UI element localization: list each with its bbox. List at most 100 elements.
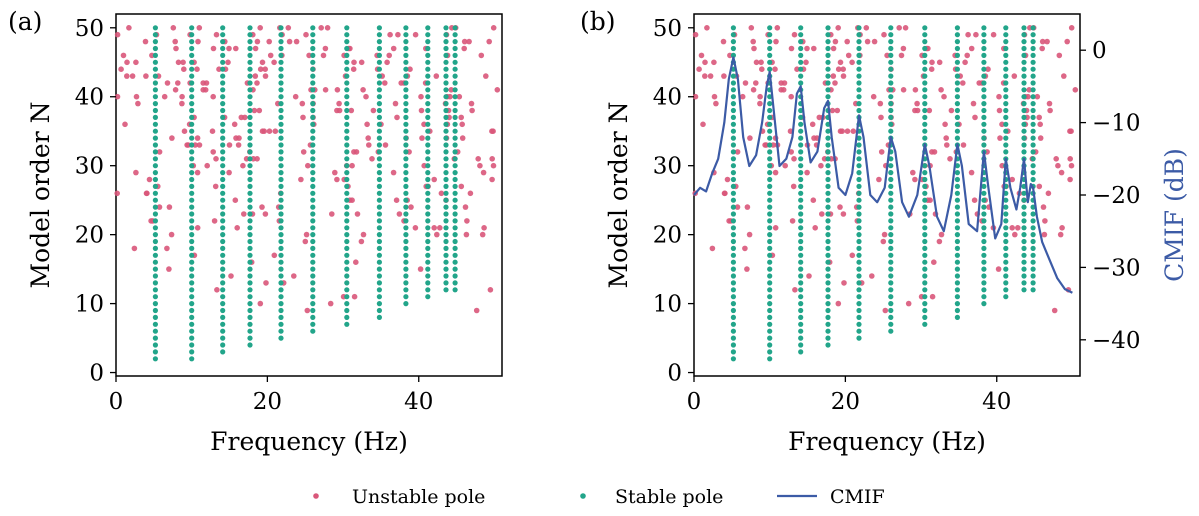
- unstable-pole-point: [114, 190, 120, 197]
- stable-pole-point: [278, 176, 284, 183]
- stable-pole-point: [888, 204, 894, 210]
- unstable-pole-point: [431, 225, 438, 231]
- stable-pole-point: [189, 128, 195, 134]
- stable-pole-point: [1021, 197, 1027, 203]
- stable-pole-point: [403, 156, 409, 162]
- stable-pole-point: [376, 218, 382, 224]
- unstable-pole-point: [384, 59, 390, 66]
- unstable-pole-point: [433, 73, 440, 79]
- stable-pole-point: [954, 190, 961, 196]
- stable-pole-point: [825, 80, 831, 86]
- stable-pole-point: [452, 245, 458, 251]
- stable-pole-point: [220, 163, 226, 169]
- stable-pole-point: [247, 121, 253, 127]
- unstable-pole-point: [713, 100, 719, 107]
- stable-pole-point: [1030, 245, 1036, 251]
- unstable-pole-point: [225, 59, 231, 66]
- stable-pole-point: [344, 87, 350, 93]
- stable-pole-point: [730, 176, 737, 183]
- stable-pole-point: [189, 280, 195, 286]
- unstable-pole-point: [692, 31, 699, 38]
- stable-pole-point: [278, 114, 284, 120]
- stable-pole-point: [452, 52, 458, 59]
- stable-pole-point: [247, 232, 253, 238]
- unstable-pole-point: [837, 59, 844, 66]
- unstable-pole-point: [781, 80, 788, 86]
- stable-pole-point: [452, 128, 458, 134]
- unstable-pole-point: [830, 73, 837, 79]
- stable-pole-point: [798, 183, 804, 189]
- stable-pole-point: [888, 238, 894, 245]
- unstable-pole-point: [466, 38, 472, 45]
- unstable-pole-point: [156, 149, 163, 155]
- stable-pole-point: [443, 25, 449, 31]
- unstable-pole-point: [257, 300, 264, 307]
- stable-pole-point: [798, 211, 804, 217]
- stable-pole-point: [247, 156, 253, 162]
- stable-pole-point: [220, 252, 226, 258]
- stable-pole-point: [310, 32, 316, 38]
- unstable-pole-point: [997, 135, 1003, 141]
- stable-pole-point: [220, 232, 226, 238]
- stable-pole-point: [452, 87, 458, 93]
- unstable-pole-point: [235, 142, 242, 148]
- stable-pole-point: [922, 32, 928, 38]
- unstable-pole-point: [329, 211, 335, 217]
- stable-pole-point: [730, 204, 737, 210]
- stable-pole-point: [922, 73, 928, 79]
- stable-pole-point: [152, 218, 158, 224]
- y2-tick-label: −30: [1092, 255, 1141, 281]
- stable-pole-point: [856, 176, 862, 183]
- panel-a-unstable-poles: [114, 25, 501, 314]
- stable-pole-point: [247, 225, 253, 231]
- unstable-pole-point: [1072, 87, 1079, 93]
- stable-pole-point: [1030, 287, 1036, 293]
- panel-b-label: (b): [580, 7, 616, 36]
- stable-pole-point: [798, 142, 804, 148]
- stable-pole-point: [981, 252, 987, 258]
- stable-pole-point: [981, 259, 987, 265]
- unstable-pole-point: [844, 38, 850, 45]
- stable-pole-point: [247, 314, 253, 320]
- stable-pole-point: [1003, 149, 1009, 155]
- unstable-pole-point: [1036, 114, 1042, 121]
- unstable-pole-point: [164, 245, 170, 252]
- stable-pole-point: [247, 280, 253, 286]
- stable-pole-point: [798, 307, 804, 314]
- stable-pole-point: [152, 225, 158, 231]
- stable-pole-point: [247, 294, 253, 300]
- stable-pole-point: [981, 59, 987, 65]
- stable-pole-point: [247, 197, 253, 203]
- stable-pole-point: [189, 66, 195, 72]
- stable-pole-point: [344, 59, 350, 65]
- unstable-pole-point: [751, 45, 757, 52]
- stable-pole-point: [922, 273, 928, 279]
- legend-stable-label: Stable pole: [615, 486, 723, 508]
- stable-pole-point: [1021, 232, 1027, 238]
- unstable-pole-point: [480, 169, 487, 176]
- unstable-pole-point: [305, 162, 311, 169]
- y-tick-label: 50: [75, 16, 104, 42]
- stable-pole-point: [220, 183, 226, 189]
- stable-pole-point: [443, 52, 449, 59]
- stable-pole-point: [1003, 107, 1009, 114]
- stable-pole-point: [825, 176, 831, 183]
- stable-pole-point: [278, 183, 284, 189]
- stable-pole-point: [856, 87, 862, 93]
- stable-pole-point: [981, 218, 987, 224]
- unstable-pole-point: [463, 231, 470, 238]
- stable-pole-point: [981, 114, 987, 120]
- unstable-pole-point: [272, 128, 279, 134]
- stable-pole-point: [376, 135, 382, 141]
- stable-pole-point: [344, 114, 350, 120]
- unstable-pole-point: [791, 31, 798, 38]
- stable-pole-point: [1030, 121, 1036, 127]
- stable-pole-point: [452, 273, 458, 279]
- unstable-pole-point: [962, 59, 968, 66]
- stable-pole-point: [798, 225, 804, 231]
- unstable-pole-point: [996, 107, 1003, 114]
- unstable-pole-point: [726, 218, 732, 224]
- unstable-pole-point: [142, 38, 149, 45]
- stable-pole-point: [798, 232, 804, 238]
- stable-pole-point: [220, 170, 226, 176]
